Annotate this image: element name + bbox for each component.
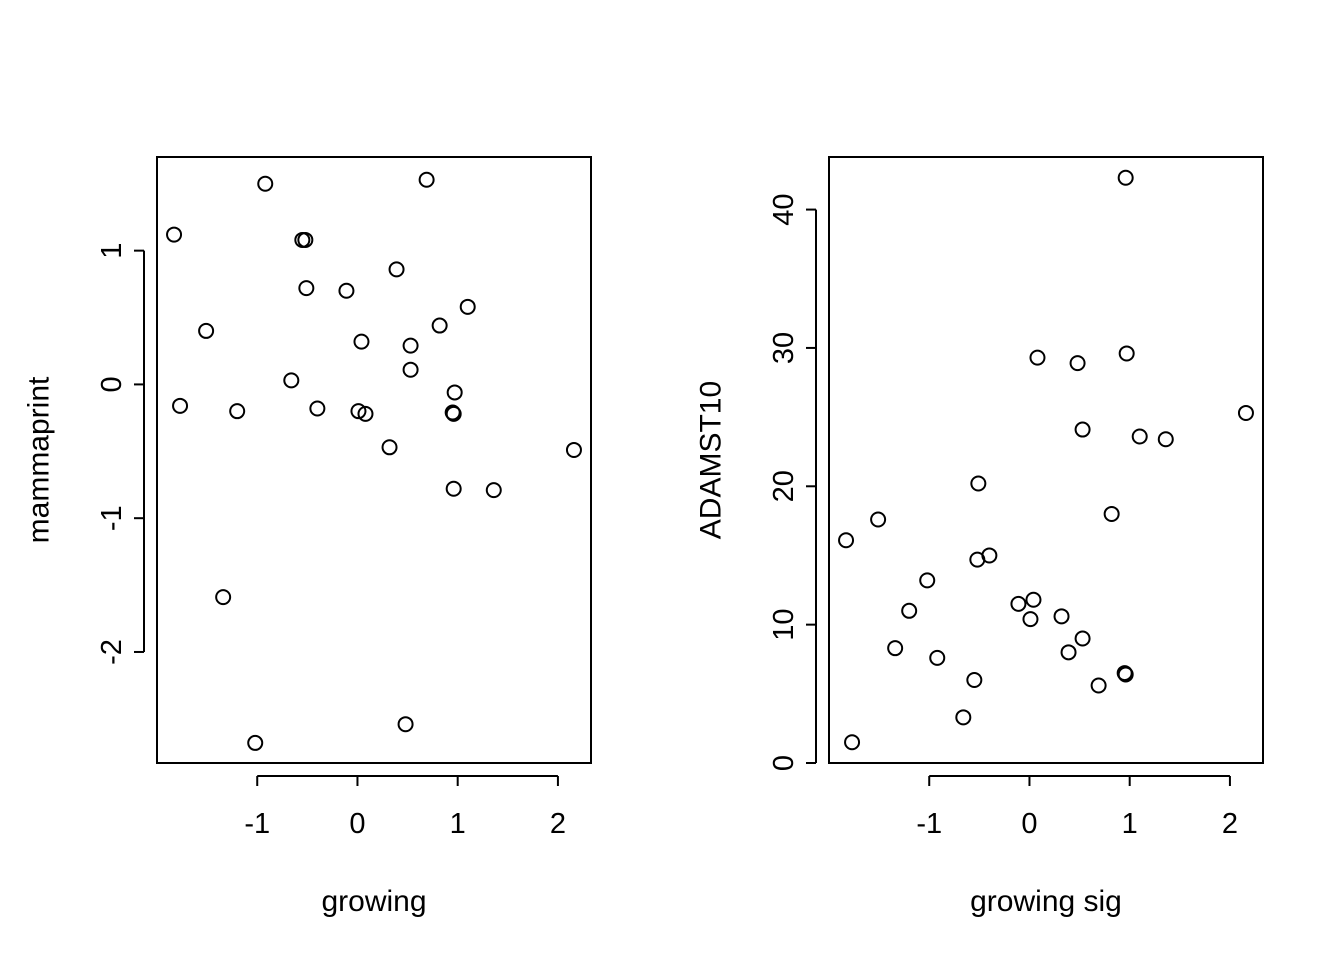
data-point xyxy=(357,405,374,422)
data-point xyxy=(1060,644,1077,661)
x-tick-label: -1 xyxy=(244,808,270,840)
y-tick-label: 30 xyxy=(768,332,800,364)
data-point xyxy=(418,171,435,188)
data-point xyxy=(402,337,419,354)
data-point xyxy=(297,231,314,248)
x-tick-label: 0 xyxy=(349,808,365,840)
data-point xyxy=(844,734,861,751)
data-point xyxy=(1069,355,1086,372)
data-point xyxy=(1131,428,1148,445)
data-point xyxy=(397,716,414,733)
data-point xyxy=(166,226,183,243)
data-point xyxy=(1074,630,1091,647)
data-point xyxy=(381,439,398,456)
data-point xyxy=(431,317,448,334)
data-point xyxy=(981,547,998,564)
data-point xyxy=(1118,345,1135,362)
data-point xyxy=(309,400,326,417)
y-tick-label: 20 xyxy=(768,470,800,502)
x-tick-label: 0 xyxy=(1021,808,1037,840)
data-point xyxy=(338,282,355,299)
data-point xyxy=(1029,349,1046,366)
scatter-panel-mammaprint: -1 0 1 2 -2 -1 0 1 growing mammaprint xyxy=(23,156,592,918)
data-point xyxy=(388,261,405,278)
data-point xyxy=(1010,595,1027,612)
data-point xyxy=(445,405,462,422)
data-point xyxy=(565,441,582,458)
data-point xyxy=(215,589,232,606)
data-point xyxy=(350,403,367,420)
data-point xyxy=(966,671,983,688)
data-point xyxy=(1117,666,1134,683)
y-axis-title: ADAMST10 xyxy=(695,381,728,539)
data-point xyxy=(870,511,887,528)
x-tick-label: -1 xyxy=(916,808,942,840)
x-tick-label: 1 xyxy=(1122,808,1138,840)
data-point xyxy=(887,640,904,657)
y-tick-label: 0 xyxy=(768,755,800,771)
x-axis-title: growing sig xyxy=(970,885,1122,918)
data-point xyxy=(283,372,300,389)
data-point xyxy=(485,482,502,499)
data-point xyxy=(445,480,462,497)
data-point xyxy=(901,602,918,619)
data-point xyxy=(1022,611,1039,628)
data-point xyxy=(929,649,946,666)
y-tick-label: 1 xyxy=(96,243,128,259)
data-point xyxy=(402,361,419,378)
data-point xyxy=(1157,431,1174,448)
data-point xyxy=(955,709,972,726)
data-point xyxy=(247,734,264,751)
data-point xyxy=(1074,421,1091,438)
x-tick-label: 2 xyxy=(550,808,566,840)
data-point xyxy=(1090,677,1107,694)
data-point xyxy=(1237,404,1254,421)
y-axis-title: mammaprint xyxy=(23,376,56,543)
data-point xyxy=(1117,169,1134,186)
data-point xyxy=(198,322,215,339)
x-tick-label: 1 xyxy=(450,808,466,840)
data-point xyxy=(970,475,987,492)
data-point xyxy=(446,384,463,401)
data-point xyxy=(257,175,274,192)
data-point xyxy=(353,333,370,350)
data-point xyxy=(838,532,855,549)
plot-frame xyxy=(156,156,592,764)
data-point xyxy=(229,403,246,420)
x-tick-label: 2 xyxy=(1222,808,1238,840)
y-tick-label: -1 xyxy=(96,505,128,531)
y-tick-label: -2 xyxy=(96,639,128,665)
y-tick-label: 10 xyxy=(768,609,800,641)
data-point xyxy=(1053,608,1070,625)
x-axis-title: growing xyxy=(321,885,426,918)
data-point xyxy=(172,397,189,414)
y-tick-label: 40 xyxy=(768,193,800,225)
y-tick-label: 0 xyxy=(96,376,128,392)
data-point xyxy=(1103,505,1120,522)
data-point xyxy=(1025,591,1042,608)
data-point xyxy=(459,298,476,315)
plot-frame xyxy=(828,156,1264,764)
data-point xyxy=(919,572,936,589)
data-point xyxy=(298,280,315,297)
